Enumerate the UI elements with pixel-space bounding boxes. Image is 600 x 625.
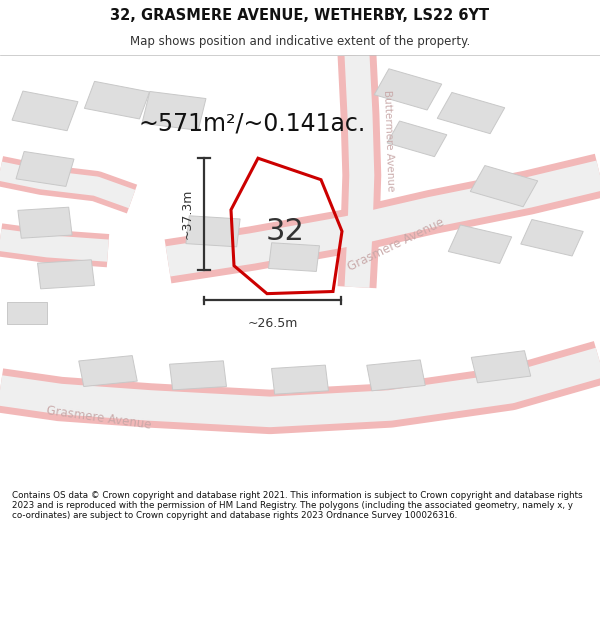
Text: Map shows position and indicative extent of the property.: Map shows position and indicative extent… [130, 35, 470, 48]
Polygon shape [387, 121, 447, 157]
Text: 32, GRASMERE AVENUE, WETHERBY, LS22 6YT: 32, GRASMERE AVENUE, WETHERBY, LS22 6YT [110, 8, 490, 23]
Polygon shape [471, 351, 531, 383]
Text: Grasmere Avenue: Grasmere Avenue [46, 404, 152, 432]
Polygon shape [272, 365, 328, 394]
Text: Buttermere Avenue: Buttermere Avenue [382, 90, 395, 192]
Polygon shape [374, 69, 442, 110]
Polygon shape [16, 151, 74, 186]
Polygon shape [7, 302, 47, 324]
Polygon shape [79, 356, 137, 386]
Text: ~571m²/~0.141ac.: ~571m²/~0.141ac. [139, 112, 365, 136]
Text: ~26.5m: ~26.5m [247, 318, 298, 330]
Polygon shape [170, 361, 226, 390]
Polygon shape [470, 166, 538, 207]
Polygon shape [85, 81, 149, 119]
Polygon shape [18, 207, 72, 238]
Polygon shape [269, 242, 319, 271]
Polygon shape [437, 92, 505, 134]
Text: ~37.3m: ~37.3m [181, 189, 194, 239]
Polygon shape [521, 219, 583, 256]
Text: 32: 32 [266, 217, 304, 246]
Text: Grasmere Avenue: Grasmere Avenue [346, 215, 446, 273]
Polygon shape [142, 91, 206, 131]
Polygon shape [186, 216, 240, 247]
Polygon shape [38, 260, 94, 289]
Polygon shape [367, 360, 425, 391]
Polygon shape [12, 91, 78, 131]
Text: Contains OS data © Crown copyright and database right 2021. This information is : Contains OS data © Crown copyright and d… [12, 491, 583, 521]
Polygon shape [448, 225, 512, 264]
